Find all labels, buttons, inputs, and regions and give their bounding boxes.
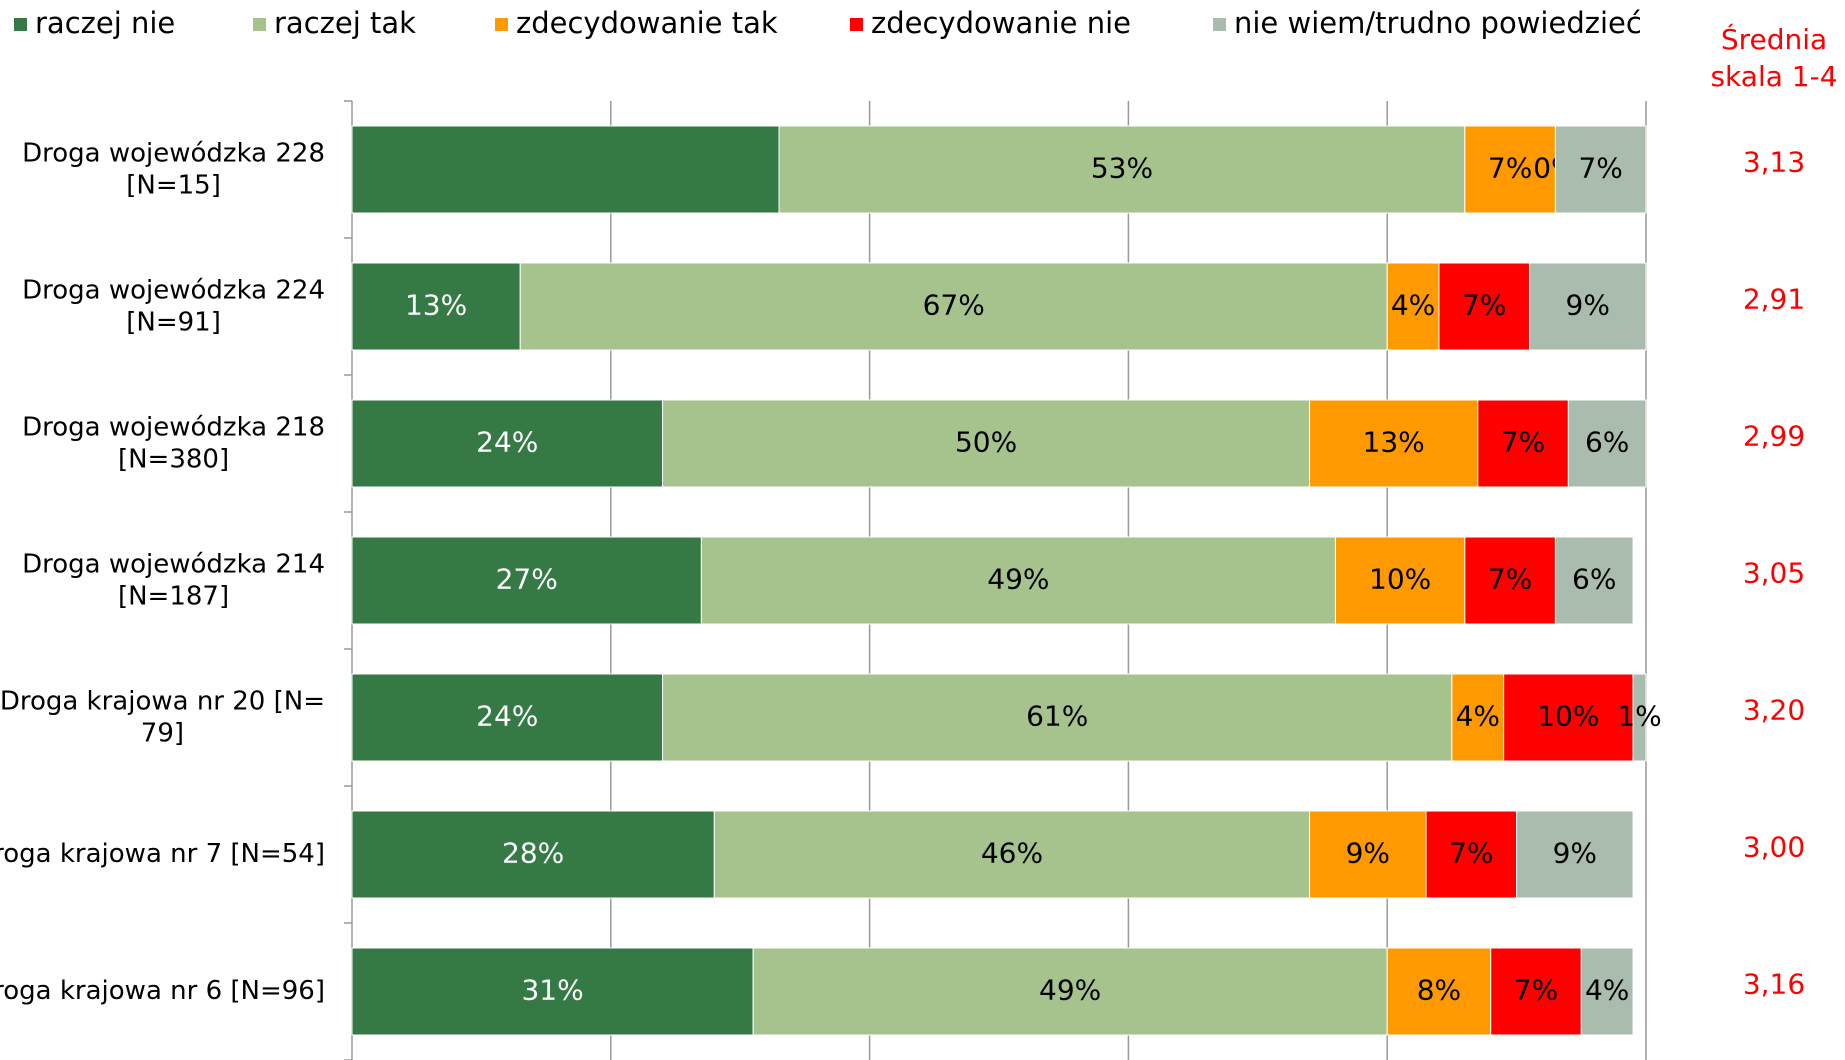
bar-segment (1451, 673, 1505, 762)
data-label: 4% (1456, 700, 1500, 733)
data-label: 10% (1369, 563, 1431, 596)
data-label: 13% (1363, 426, 1425, 459)
bar-segment (1309, 399, 1479, 488)
data-label: 53% (1091, 152, 1153, 185)
bar-segment (752, 947, 1388, 1036)
data-label: 7% (1488, 152, 1532, 185)
category-label: Droga krajowa nr 7 [N=54] (0, 839, 325, 869)
bar-segment (1334, 536, 1466, 625)
data-label: 1% (1617, 700, 1661, 733)
data-label: 7% (1462, 289, 1506, 322)
data-label: 50% (955, 426, 1017, 459)
bar-segment (1490, 947, 1582, 1036)
legend-swatch (850, 18, 863, 31)
category-label: Droga krajowa nr 6 [N=96] (0, 976, 325, 1006)
mean-title: Średnia (1721, 22, 1827, 56)
data-label: 7% (1578, 152, 1622, 185)
bar-segment (351, 810, 715, 899)
mean-value: 3,05 (1743, 557, 1805, 590)
data-label: 9% (1346, 837, 1390, 870)
legend-swatch (495, 18, 508, 31)
legend-label: zdecydowanie nie (871, 6, 1131, 40)
bar-segment (351, 399, 664, 488)
category-label: Droga wojewódzka 218 [N=380] (22, 412, 325, 474)
mean-title: skala 1-4 (1710, 60, 1837, 93)
bar-segment (700, 536, 1336, 625)
data-label: 7% (1488, 563, 1532, 596)
bar-segment (1464, 125, 1556, 214)
data-label: 4% (1585, 974, 1629, 1007)
data-label: 24% (476, 426, 538, 459)
legend-label: raczej tak (274, 6, 416, 40)
category-label: Droga wojewódzka 214 [N=187] (22, 549, 325, 611)
data-label: 46% (981, 837, 1043, 870)
data-label: 49% (1039, 974, 1101, 1007)
bar-segment (351, 947, 754, 1036)
category-label: Droga wojewódzka 228 [N=15] (22, 138, 325, 200)
data-label: 7% (1449, 837, 1493, 870)
bar-segment (351, 536, 702, 625)
bar-segment (1503, 673, 1634, 762)
bar-segment (1425, 810, 1518, 899)
data-label: 6% (1585, 426, 1629, 459)
bar-segment (713, 810, 1311, 899)
bar-segment (1477, 399, 1569, 488)
data-label: 9% (1553, 837, 1597, 870)
bar-segment (1632, 673, 1647, 762)
bar-segment (351, 673, 664, 762)
data-label: 4% (1391, 289, 1435, 322)
bar-segment (519, 262, 1388, 351)
data-label: 7% (1501, 426, 1545, 459)
legend-swatch (1213, 18, 1226, 31)
bar-segment (351, 125, 780, 214)
bar-segment (1464, 536, 1556, 625)
bar-segment (1438, 262, 1531, 351)
mean-value: 2,91 (1743, 283, 1805, 316)
legend-swatch (253, 18, 266, 31)
data-label: 7% (1514, 974, 1558, 1007)
mean-value: 3,00 (1743, 831, 1805, 864)
data-label: 49% (987, 563, 1049, 596)
data-label: 8% (1417, 974, 1461, 1007)
bar-segment (1516, 810, 1634, 899)
bar-segment (1386, 947, 1492, 1036)
data-label: 9% (1566, 289, 1610, 322)
legend-label: raczej nie (35, 6, 175, 40)
data-label: 24% (476, 700, 538, 733)
category-label: Droga krajowa nr 20 [N= 79] (0, 686, 325, 748)
legend-label: nie wiem/trudno powiedzieć (1234, 6, 1642, 40)
category-label: Droga wojewódzka 224 [N=91] (22, 275, 325, 337)
bar-segment (1580, 947, 1634, 1036)
data-label: 28% (502, 837, 564, 870)
data-label: 27% (496, 563, 558, 596)
legend-label: zdecydowanie tak (516, 6, 778, 40)
mean-value: 3,13 (1743, 146, 1805, 179)
data-label: 31% (521, 974, 583, 1007)
bar-segment (1529, 262, 1647, 351)
bar-segment (778, 125, 1466, 214)
bar-segment (662, 399, 1311, 488)
mean-value: 3,16 (1743, 968, 1805, 1001)
bar-segment (1567, 399, 1647, 488)
bar-segment (351, 262, 521, 351)
legend-swatch (14, 18, 27, 31)
data-label: 67% (923, 289, 985, 322)
bar-segment (1554, 536, 1634, 625)
bar-segment (1309, 810, 1427, 899)
data-label: 6% (1572, 563, 1616, 596)
mean-value: 2,99 (1743, 420, 1805, 453)
data-label: 10% (1537, 700, 1599, 733)
bar-segment (1554, 125, 1647, 214)
bar-segment (662, 673, 1453, 762)
data-label: 61% (1026, 700, 1088, 733)
mean-value: 3,20 (1743, 694, 1805, 727)
data-label: 13% (405, 289, 467, 322)
bar-segment (1386, 262, 1440, 351)
